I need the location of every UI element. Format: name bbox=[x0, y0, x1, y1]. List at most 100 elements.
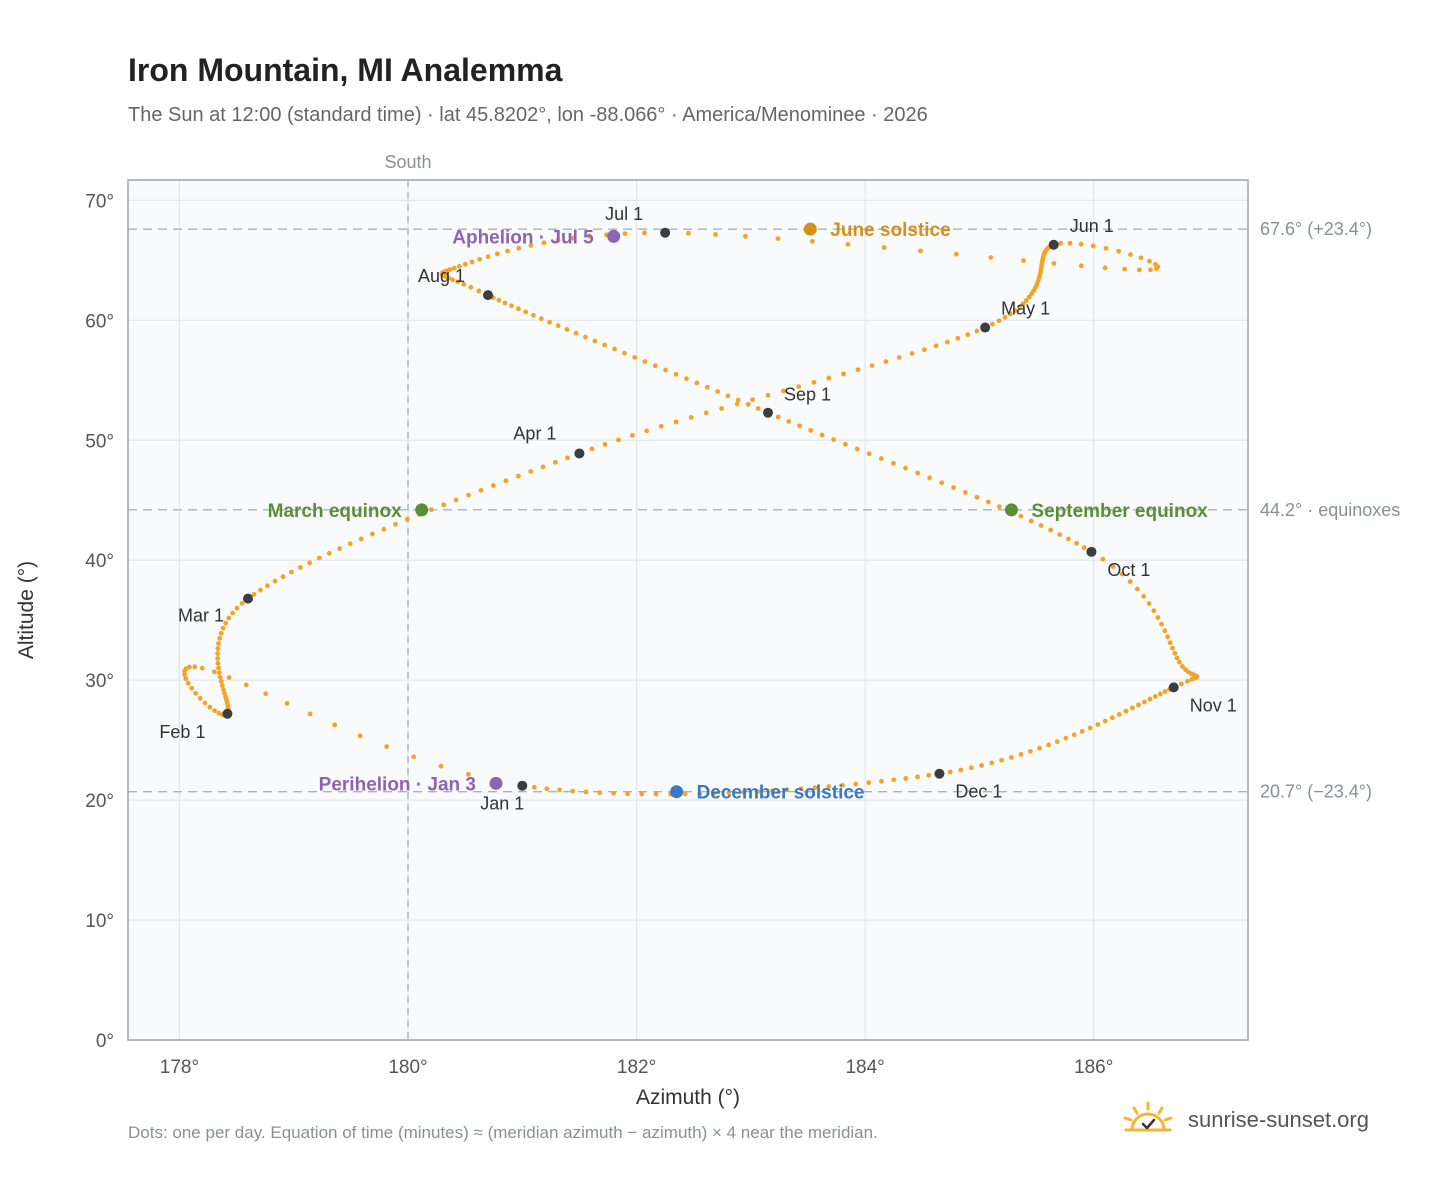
brand-name[interactable]: sunrise-sunset.org bbox=[1188, 1107, 1369, 1132]
month-label: Apr 1 bbox=[513, 423, 556, 443]
day-dot bbox=[552, 459, 558, 465]
day-dot bbox=[438, 763, 444, 769]
day-dot bbox=[347, 541, 353, 547]
day-dot bbox=[734, 401, 740, 407]
day-dot bbox=[616, 437, 621, 443]
day-dot bbox=[786, 419, 792, 424]
x-axis-title: Azimuth (°) bbox=[636, 1086, 740, 1109]
day-dot bbox=[477, 256, 483, 262]
day-dot bbox=[985, 499, 991, 505]
x-tick-label: 184° bbox=[845, 1057, 884, 1078]
month-label: Sep 1 bbox=[784, 385, 831, 405]
day-dot bbox=[891, 777, 897, 783]
day-dot bbox=[1100, 556, 1106, 562]
day-dot bbox=[853, 781, 859, 787]
day-dot bbox=[866, 780, 872, 786]
day-dot bbox=[516, 306, 521, 312]
day-dot bbox=[1026, 294, 1032, 300]
day-dot bbox=[429, 507, 434, 513]
day-dot bbox=[1146, 601, 1152, 606]
day-dot bbox=[207, 704, 213, 710]
day-dot bbox=[1151, 608, 1157, 614]
day-dot bbox=[1177, 659, 1182, 665]
day-dot bbox=[357, 733, 363, 739]
day-dot bbox=[1078, 263, 1084, 269]
day-dot bbox=[855, 367, 861, 373]
day-dot bbox=[453, 497, 459, 503]
month-dot bbox=[517, 780, 528, 791]
day-dot bbox=[658, 423, 664, 429]
day-dot bbox=[485, 254, 491, 260]
day-dot bbox=[226, 615, 232, 621]
day-dot bbox=[843, 441, 848, 447]
day-dot bbox=[726, 790, 732, 796]
y-tick-label: 70° bbox=[85, 191, 114, 212]
day-dot bbox=[915, 470, 921, 476]
event-label: Perihelion · Jan 3 bbox=[319, 774, 476, 795]
chart-subtitle: The Sun at 12:00 (standard time) · lat 4… bbox=[128, 104, 928, 126]
day-dot bbox=[573, 330, 579, 336]
day-dot bbox=[999, 757, 1005, 763]
day-dot bbox=[478, 487, 484, 493]
month-label: Mar 1 bbox=[178, 606, 224, 626]
day-dot bbox=[469, 259, 475, 265]
day-dot bbox=[642, 359, 648, 364]
day-dot bbox=[673, 371, 679, 377]
day-dot bbox=[218, 679, 224, 684]
day-dot bbox=[1162, 628, 1168, 634]
day-dot bbox=[1178, 681, 1184, 687]
day-dot bbox=[189, 685, 195, 691]
month-dot bbox=[1048, 239, 1059, 250]
month-label: Nov 1 bbox=[1190, 695, 1237, 715]
day-dot bbox=[1081, 545, 1087, 551]
day-dot bbox=[1103, 245, 1109, 251]
day-dot bbox=[988, 255, 994, 260]
day-dot bbox=[450, 277, 456, 283]
day-dot bbox=[1021, 258, 1026, 263]
day-dot bbox=[841, 371, 846, 377]
month-dot bbox=[763, 407, 773, 418]
event-dot bbox=[1004, 503, 1018, 517]
day-dot bbox=[652, 363, 658, 369]
day-dot bbox=[583, 334, 588, 340]
day-dot bbox=[216, 710, 222, 716]
day-dot bbox=[944, 339, 950, 345]
day-dot bbox=[284, 701, 290, 706]
day-dot bbox=[741, 789, 746, 795]
day-dot bbox=[251, 591, 257, 597]
day-dot bbox=[625, 791, 630, 797]
month-dot bbox=[222, 708, 233, 719]
day-dot bbox=[216, 665, 221, 671]
day-dot bbox=[845, 241, 851, 247]
day-dot bbox=[199, 665, 205, 671]
day-dot bbox=[307, 711, 313, 717]
day-dot bbox=[337, 546, 343, 551]
day-dot bbox=[1066, 536, 1071, 542]
day-dot bbox=[688, 414, 694, 420]
day-dot bbox=[491, 483, 496, 488]
day-dot bbox=[826, 375, 832, 381]
day-dot bbox=[332, 722, 338, 728]
day-dot bbox=[1167, 640, 1173, 646]
day-dot bbox=[1147, 258, 1152, 264]
day-dot bbox=[797, 423, 803, 429]
day-dot bbox=[217, 635, 222, 641]
day-dot bbox=[1009, 754, 1014, 760]
month-dot bbox=[1168, 682, 1179, 693]
day-dot bbox=[592, 338, 598, 344]
y-tick-label: 0° bbox=[96, 1031, 114, 1052]
day-dot bbox=[1155, 615, 1161, 620]
brand[interactable]: sunrise-sunset.org bbox=[1120, 1100, 1369, 1140]
day-dot bbox=[735, 397, 741, 403]
day-dot bbox=[565, 455, 570, 461]
day-dot bbox=[1102, 718, 1108, 724]
day-dot bbox=[182, 672, 187, 677]
day-dot bbox=[192, 664, 198, 670]
day-dot bbox=[883, 359, 889, 364]
day-dot bbox=[1067, 240, 1073, 246]
day-dot bbox=[557, 787, 562, 793]
x-tick-label: 180° bbox=[388, 1057, 427, 1078]
day-dot bbox=[446, 275, 451, 281]
day-dot bbox=[183, 676, 189, 682]
day-dot bbox=[528, 469, 534, 474]
